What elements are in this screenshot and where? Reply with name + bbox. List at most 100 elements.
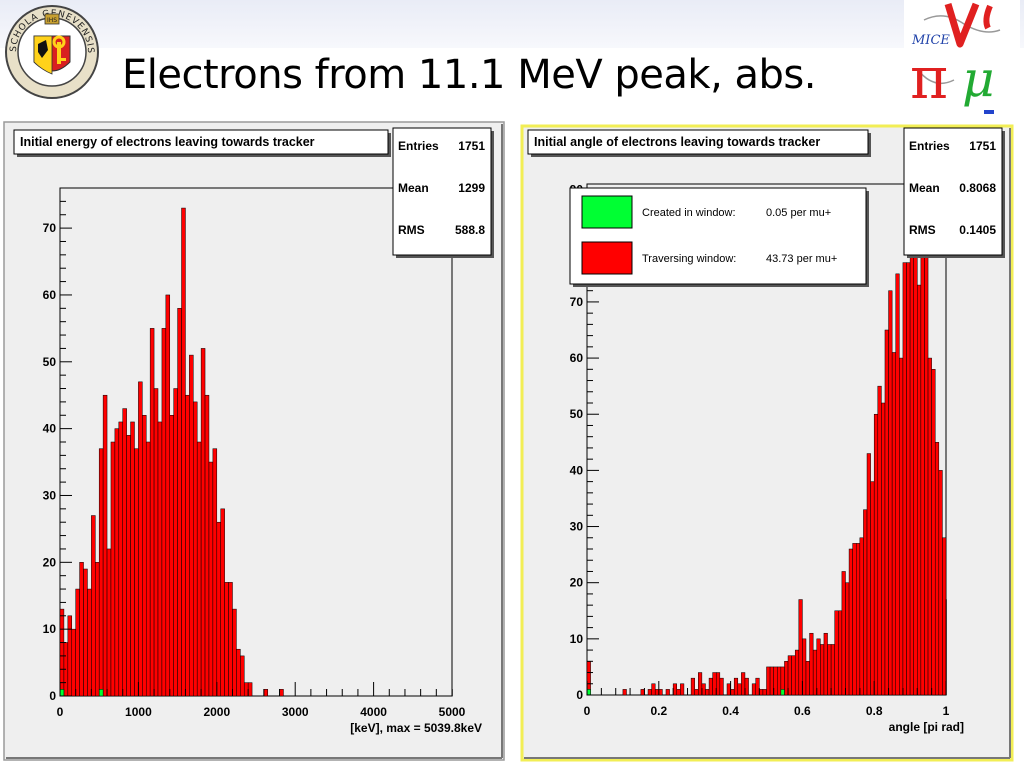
energy-histogram: 0 10 20 30 40 50 60 70 0 1000 2000 3000 4000 5000 [keV…: [3, 121, 505, 761]
angle-y-tick-label: 50: [570, 407, 584, 421]
energy-x-tick-label: 5000: [439, 705, 466, 719]
angle-legend-swatch: [581, 241, 633, 275]
angle-bar: [827, 644, 832, 696]
angle-bar: [712, 672, 717, 696]
title-band: [0, 0, 1024, 48]
svg-text:μ: μ: [962, 50, 995, 108]
angle-bar: [798, 599, 803, 696]
angle-bar: [769, 666, 774, 696]
angle-bar: [680, 683, 685, 696]
energy-bar: [106, 548, 112, 697]
angle-bar: [823, 632, 828, 696]
angle-stats-box: [903, 127, 1003, 256]
angle-legend-swatch: [581, 195, 633, 229]
angle-bar: [884, 329, 889, 696]
angle-bar: [698, 672, 703, 696]
energy-stats-box: [392, 127, 492, 256]
energy-bar: [220, 508, 225, 697]
angle-bar: [924, 256, 929, 696]
energy-bar: [118, 421, 123, 697]
angle-bar: [841, 571, 846, 696]
angle-chart-title: Initial angle of electrons leaving towar…: [534, 135, 820, 149]
angle-stats-entries-value: 1751: [969, 139, 996, 153]
angle-created-bar: [586, 689, 591, 696]
energy-bar: [236, 648, 241, 697]
energy-bar: [110, 441, 116, 697]
angle-bar: [705, 689, 710, 696]
angle-y-tick-label: 20: [570, 576, 584, 590]
angle-bar: [755, 677, 760, 696]
energy-x-tick-label: 3000: [282, 705, 309, 719]
energy-y-tick-label: 50: [43, 355, 57, 369]
energy-y-tick-label: 10: [43, 622, 57, 636]
angle-bar: [891, 352, 896, 696]
angle-x-tick-label: 0.8: [866, 704, 883, 718]
energy-x-tick-label: 4000: [360, 705, 387, 719]
energy-bar: [67, 615, 73, 697]
energy-bar: [138, 381, 143, 697]
angle-bar: [640, 689, 645, 696]
energy-bar: [71, 628, 76, 697]
angle-bar: [938, 470, 943, 696]
energy-bar: [204, 394, 210, 697]
energy-x-tick-label: 2000: [203, 705, 230, 719]
angle-bar: [777, 666, 782, 696]
angle-bar: [820, 644, 825, 696]
angle-bar: [863, 509, 868, 696]
angle-bar: [834, 610, 839, 696]
energy-stats-rms-label: RMS: [398, 223, 425, 237]
angle-bar: [909, 206, 914, 696]
angle-bar: [733, 677, 739, 696]
angle-bar: [830, 644, 835, 696]
angle-legend-label: Created in window:: [642, 207, 736, 219]
energy-bar: [169, 415, 174, 697]
angle-bar: [672, 683, 678, 696]
angle-stats-entries-label: Entries: [909, 139, 950, 153]
angle-bar: [726, 683, 731, 696]
angle-x-tick-label: 0: [584, 704, 591, 718]
angle-created-bar: [780, 689, 785, 696]
energy-title-box: [13, 129, 389, 155]
energy-bar: [228, 582, 233, 697]
energy-bar: [134, 448, 139, 697]
angle-y-tick-label: 70: [570, 295, 584, 309]
angle-bar: [701, 683, 706, 696]
energy-bar: [161, 328, 167, 697]
energy-bar: [91, 515, 96, 697]
energy-bar: [224, 582, 229, 697]
angle-bar: [730, 689, 735, 696]
energy-bar: [95, 562, 100, 697]
energy-bar: [185, 394, 190, 697]
angle-bar: [715, 672, 721, 696]
angle-bar: [895, 273, 900, 696]
angle-bar: [945, 599, 947, 696]
angle-stats-mean-value: 0.8068: [959, 181, 996, 195]
energy-bar: [145, 441, 151, 697]
angle-x-tick-label: 0.6: [794, 704, 811, 718]
angle-bar: [873, 413, 879, 696]
angle-y-tick-label: 0: [576, 688, 583, 702]
angle-bar: [845, 582, 850, 696]
angle-bar: [816, 638, 821, 696]
energy-y-tick-label: 70: [43, 221, 57, 235]
energy-bar: [279, 689, 284, 697]
energy-stats-rms-value: 588.8: [455, 223, 485, 237]
angle-y-tick-label: 30: [570, 520, 584, 534]
angle-bar: [791, 655, 796, 696]
angle-title-box: [527, 129, 869, 155]
angle-bar: [852, 543, 857, 696]
angle-bar: [773, 666, 778, 696]
energy-x-tick-label: 1000: [125, 705, 152, 719]
angle-bar: [719, 677, 724, 696]
angle-bar: [927, 357, 932, 696]
energy-bar: [263, 689, 269, 697]
angle-bar: [794, 649, 800, 696]
angle-bar: [737, 683, 742, 696]
energy-bar: [149, 328, 155, 697]
angle-x-tick-label: 0.2: [650, 704, 667, 718]
angle-bar: [877, 385, 882, 696]
energy-bar: [83, 568, 88, 697]
angle-bar: [856, 543, 861, 696]
